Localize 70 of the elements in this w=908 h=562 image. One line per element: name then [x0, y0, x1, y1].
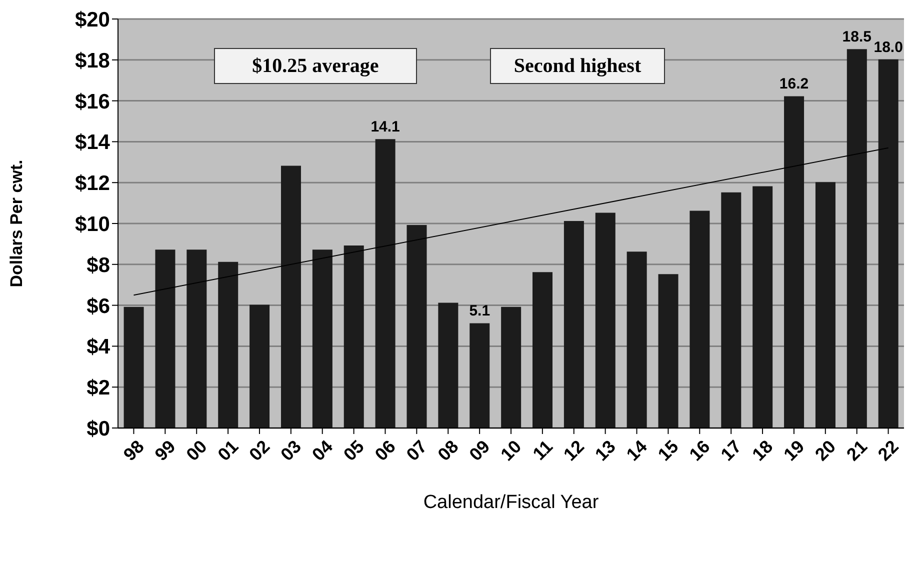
y-tick-label: $18 [74, 49, 110, 72]
y-tick-label: $6 [86, 294, 110, 318]
x-tick-label: 21 [842, 436, 871, 465]
annotation: Second highest [514, 54, 642, 78]
x-tick-label: 02 [245, 436, 274, 465]
x-tick-label: 20 [811, 436, 840, 465]
data-label: 18.5 [842, 28, 872, 46]
y-tick-label: $8 [86, 254, 110, 277]
bar [690, 210, 710, 428]
bar [658, 274, 678, 428]
bar [312, 250, 332, 428]
y-tick-label: $16 [74, 90, 110, 114]
x-tick-label: 16 [685, 436, 714, 465]
y-tick-label: $10 [74, 212, 110, 236]
bar [532, 272, 553, 428]
bar [564, 220, 584, 428]
bar [626, 252, 647, 428]
data-label: 16.2 [779, 76, 809, 93]
bar [878, 59, 898, 428]
bar [280, 166, 301, 428]
bar [501, 306, 522, 428]
x-tick-label: 17 [716, 436, 746, 465]
y-tick-label: $2 [86, 376, 110, 400]
x-tick-label: 12 [560, 436, 588, 465]
y-tick-label: $20 [74, 8, 110, 32]
y-tick-label: $12 [74, 172, 110, 196]
x-tick-label: 22 [874, 436, 902, 465]
x-tick-label: 14 [622, 436, 651, 465]
data-label: 14.1 [370, 118, 400, 136]
y-tick-label: $4 [86, 336, 110, 359]
data-label: 5.1 [469, 302, 490, 320]
annotation: $10.25 average [252, 54, 379, 78]
bar [218, 262, 238, 428]
bar [470, 323, 490, 428]
x-tick-label: 08 [434, 436, 462, 465]
x-tick-label: 04 [308, 436, 336, 465]
x-tick-label: 15 [654, 436, 682, 465]
x-tick-label: 01 [214, 436, 242, 465]
bar [186, 250, 207, 428]
y-axis-title: Dollars Per cwt. [7, 160, 26, 288]
bar [784, 96, 804, 428]
x-axis-title: Calendar/Fiscal Year [423, 492, 600, 513]
x-tick-label: 99 [150, 436, 180, 465]
x-tick-label: 10 [496, 436, 526, 465]
bar [250, 304, 270, 428]
x-tick-label: 06 [371, 436, 400, 465]
bar [595, 212, 616, 428]
x-tick-label: 09 [465, 436, 494, 465]
x-tick-label: 18 [748, 436, 777, 465]
x-tick-label: 19 [780, 436, 808, 465]
bar [721, 192, 742, 428]
x-tick-label: 05 [340, 436, 368, 465]
data-label: 18.0 [874, 38, 903, 56]
y-tick-label: $0 [86, 417, 110, 440]
bar [344, 245, 364, 428]
x-tick-label: 07 [402, 436, 431, 465]
x-tick-label: 13 [591, 436, 620, 465]
bar [124, 306, 144, 428]
bar [815, 182, 836, 428]
y-tick-label: $14 [74, 131, 110, 154]
x-tick-label: 11 [528, 436, 557, 464]
bar [438, 302, 458, 428]
bar [406, 225, 427, 428]
bar [375, 139, 396, 428]
bar [155, 250, 176, 428]
bar [752, 186, 773, 428]
x-tick-label: 03 [276, 436, 306, 465]
x-tick-label: 98 [120, 436, 148, 465]
bar [846, 49, 867, 428]
x-tick-label: 00 [182, 436, 211, 465]
